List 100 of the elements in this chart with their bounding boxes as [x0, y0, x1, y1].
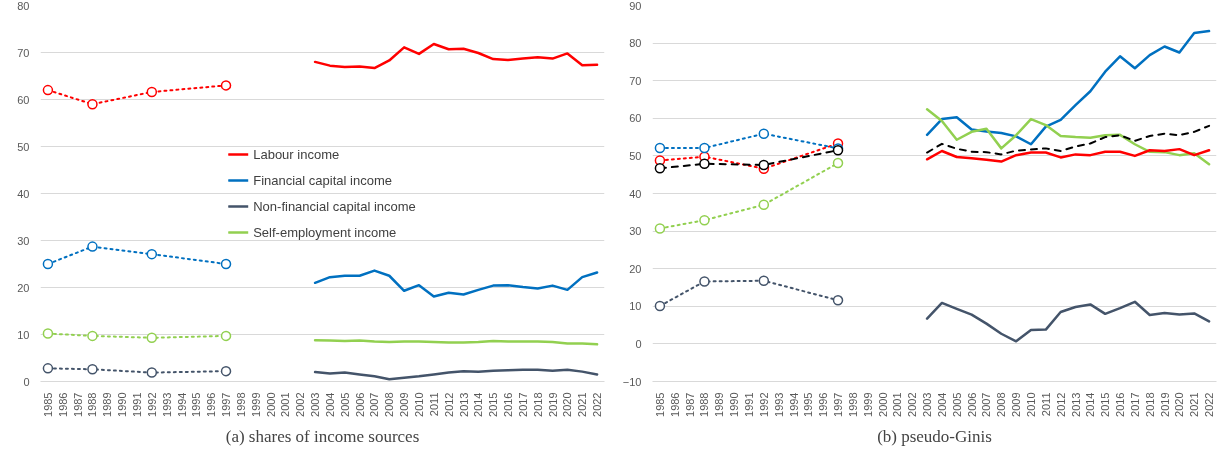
x-tick-label: 2003: [309, 392, 322, 417]
x-tick-label: 1997: [832, 392, 845, 417]
x-tick-label: 2013: [457, 392, 470, 417]
y-tick-label: 70: [629, 74, 642, 87]
x-tick-label: 1990: [728, 392, 741, 417]
x-tick-label: 2004: [323, 392, 336, 417]
point: [758, 159, 770, 171]
x-tick-label: 1993: [772, 392, 785, 417]
x-tick-label: 2011: [1039, 392, 1052, 417]
point: [758, 199, 770, 211]
line-series: [925, 29, 1211, 146]
x-tick-label: 2003: [921, 392, 934, 417]
x-tick-label: 1992: [145, 392, 158, 417]
x-tick-label: 1996: [817, 392, 830, 417]
y-tick-label: 50: [17, 140, 30, 153]
point: [699, 158, 710, 170]
x-tick-label: 2020: [561, 392, 574, 417]
x-tick-label: 2001: [279, 392, 292, 417]
x-tick-label: 2021: [1188, 392, 1201, 417]
x-tick-label: 2015: [1099, 392, 1112, 417]
x-tick-label: 2004: [935, 392, 948, 417]
legend-label: Self-employment income: [253, 224, 397, 240]
point: [220, 80, 232, 91]
y-tick-label: 40: [17, 187, 30, 200]
point: [654, 223, 666, 234]
x-tick-label: 1992: [757, 392, 770, 417]
y-tick-label: 70: [17, 46, 30, 59]
x-tick-label: 2001: [891, 392, 904, 417]
x-tick-label: 1995: [802, 392, 815, 417]
x-tick-label: 1986: [56, 392, 69, 417]
y-tick-label: 60: [629, 112, 642, 125]
point: [87, 364, 98, 375]
point: [654, 142, 666, 154]
x-tick-label: 2012: [442, 392, 455, 417]
point: [42, 328, 54, 339]
x-tick-label: 1987: [71, 392, 84, 417]
x-tick-label: 2002: [906, 392, 919, 417]
x-tick-label: 2022: [1203, 392, 1216, 417]
y-tick-label: 0: [23, 375, 30, 388]
y-tick-label: 80: [629, 37, 642, 50]
x-tick-label: 1985: [41, 392, 54, 417]
y-tick-label: 20: [629, 262, 642, 275]
x-tick-label: 1998: [846, 392, 859, 417]
legend-label: Non-financial capital income: [253, 198, 416, 214]
x-tick-label: 1994: [175, 392, 188, 417]
legend-label: Labour income: [253, 146, 340, 162]
x-tick-label: 2019: [1158, 392, 1171, 417]
x-tick-label: 1998: [234, 392, 247, 417]
text: (b) pseudo-Ginis: [877, 426, 992, 446]
x-tick-label: 1990: [116, 392, 129, 417]
point: [42, 363, 54, 374]
x-tick-label: 1993: [160, 392, 173, 417]
point: [832, 157, 844, 169]
x-tick-label: 2016: [502, 392, 515, 417]
point: [87, 241, 98, 252]
x-tick-label: 2015: [487, 392, 500, 417]
y-tick-label: 0: [635, 337, 642, 350]
y-tick-label: 80: [17, 0, 30, 12]
point: [42, 258, 54, 270]
x-tick-label: 2017: [1128, 392, 1141, 417]
point: [146, 367, 158, 378]
x-tick-label: 2007: [980, 392, 993, 417]
x-tick-label: 2008: [383, 392, 396, 417]
point: [146, 86, 158, 98]
point: [220, 258, 232, 270]
x-tick-label: 1986: [668, 392, 681, 417]
y-tick-label: 50: [629, 149, 642, 162]
x-tick-label: 2017: [516, 392, 529, 417]
point: [758, 275, 770, 286]
x-tick-label: 2009: [1010, 392, 1023, 417]
x-tick-label: 2000: [876, 392, 889, 417]
x-tick-label: 2016: [1114, 392, 1127, 417]
point: [699, 142, 710, 154]
x-tick-label: 2005: [950, 392, 963, 417]
x-tick-label: 1999: [861, 392, 874, 417]
x-tick-label: 1991: [742, 392, 755, 417]
x-tick-label: 2010: [412, 392, 425, 417]
y-tick-label: 20: [17, 281, 30, 294]
x-tick-label: 1997: [220, 392, 233, 417]
x-tick-label: 1995: [190, 392, 203, 417]
x-tick-label: 2010: [1024, 392, 1037, 417]
x-tick-label: 2020: [1173, 392, 1186, 417]
x-tick-label: 1994: [787, 392, 800, 417]
x-tick-label: 2018: [531, 392, 544, 417]
x-tick-label: 1988: [698, 392, 711, 417]
line-series: [313, 42, 599, 70]
y-tick-label: 90: [629, 0, 642, 12]
x-tick-label: 2013: [1069, 392, 1082, 417]
x-tick-label: 2014: [1084, 392, 1097, 417]
x-tick-label: 2008: [995, 392, 1008, 417]
x-tick-label: 1996: [205, 392, 218, 417]
x-tick-label: 2014: [472, 392, 485, 417]
line-series: [926, 124, 1211, 156]
point: [654, 300, 666, 312]
line-series: [925, 300, 1211, 343]
x-tick-label: 2021: [576, 392, 589, 417]
point: [758, 128, 770, 139]
x-tick-label: 1991: [130, 392, 143, 417]
x-tick-label: 2009: [398, 392, 411, 417]
point: [87, 98, 98, 110]
